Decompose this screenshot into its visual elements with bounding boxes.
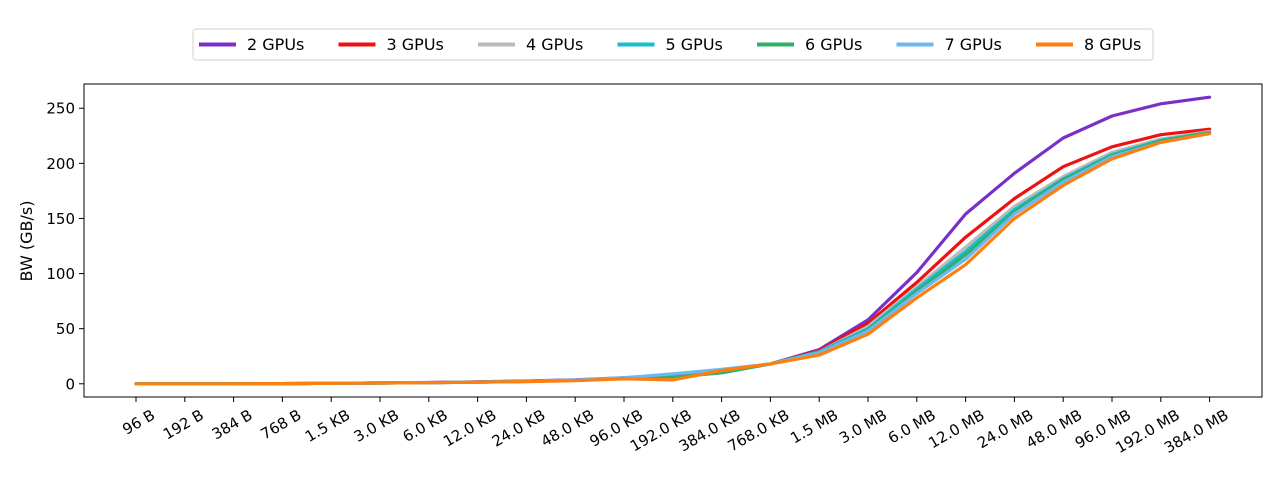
series-line-8-gpus: [134, 132, 1212, 386]
y-tick-label: 200: [46, 155, 75, 173]
legend-label: 5 GPUs: [666, 35, 723, 54]
x-tick-label: 24.0 KB: [489, 406, 548, 451]
x-tick-label: 192 B: [160, 406, 207, 443]
y-axis-label: BW (GB/s): [17, 201, 36, 282]
x-tick-label: 1.5 KB: [302, 406, 353, 446]
y-tick-label: 250: [46, 100, 75, 118]
x-tick-label: 768 B: [258, 406, 305, 443]
x-axis: 96 B 192 B 384 B 768 B1.5 KB3.0 KB6.0 KB12.…: [119, 397, 1232, 457]
x-tick-label: 12.0 KB: [440, 406, 499, 451]
series-line-4-gpus: [134, 129, 1212, 386]
legend-label: 2 GPUs: [247, 35, 304, 54]
y-tick-label: 50: [56, 320, 75, 338]
legend-label: 7 GPUs: [945, 35, 1002, 54]
x-tick-label: 96 B: [119, 406, 158, 439]
y-tick-label: 100: [46, 265, 75, 283]
y-tick-label: 150: [46, 210, 75, 228]
series-line-2-gpus: [134, 95, 1212, 386]
legend-item: 7 GPUs: [896, 35, 1002, 54]
legend-item: 6 GPUs: [757, 35, 862, 54]
series-line-6-gpus: [134, 130, 1212, 386]
legend-item: 8 GPUs: [1036, 35, 1141, 54]
y-axis: 0 50 100 150 200 250: [46, 100, 84, 393]
legend-label: 8 GPUs: [1084, 35, 1141, 54]
legend: 2 GPUs 3 GPUs 4 GPUs 5 GPUs 6 GPUs 7 GPUs 8 GP…: [192, 28, 1154, 61]
legend-item: 5 GPUs: [617, 35, 723, 54]
legend-label: 3 GPUs: [387, 35, 444, 54]
x-tick-label: 384 B: [209, 406, 256, 443]
plot-frame: [83, 83, 1263, 398]
y-tick-label: 0: [65, 375, 75, 393]
series-line-5-gpus: [134, 130, 1212, 386]
legend-item: 3 GPUs: [338, 35, 444, 54]
legend-label: 6 GPUs: [805, 35, 862, 54]
legend-item: 2 GPUs: [199, 35, 304, 54]
plot-area: [83, 83, 1263, 398]
x-tick-label: 48.0 KB: [538, 406, 597, 451]
legend-item: 4 GPUs: [478, 35, 583, 54]
legend-box: [192, 28, 1154, 61]
series-line-3-gpus: [134, 127, 1212, 386]
series-line-7-gpus: [134, 132, 1212, 386]
x-tick-label: 1.5 MB: [787, 406, 841, 448]
x-tick-label: 3.0 KB: [351, 406, 402, 446]
x-tick-label: 3.0 MB: [836, 406, 890, 448]
legend-label: 4 GPUs: [526, 35, 583, 54]
